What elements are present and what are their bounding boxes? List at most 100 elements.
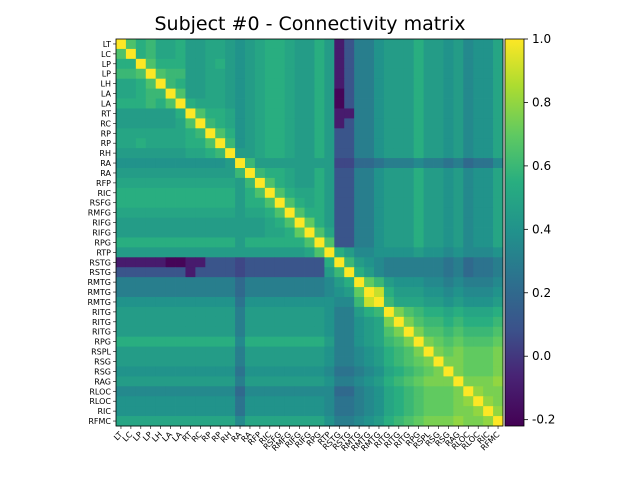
matrix-cell bbox=[433, 217, 444, 228]
matrix-cell bbox=[274, 118, 286, 129]
matrix-cell bbox=[374, 237, 385, 248]
matrix-cell bbox=[116, 88, 127, 99]
matrix-cell bbox=[155, 306, 167, 318]
matrix-cell bbox=[294, 138, 305, 149]
matrix-cell bbox=[374, 416, 385, 427]
matrix-cell bbox=[413, 217, 425, 228]
matrix-cell bbox=[135, 108, 147, 119]
matrix-cell bbox=[413, 267, 425, 278]
matrix-cell bbox=[165, 128, 176, 139]
matrix-cell bbox=[413, 277, 425, 288]
matrix-cell bbox=[294, 386, 305, 397]
matrix-cell bbox=[155, 237, 167, 248]
matrix-cell bbox=[254, 297, 266, 308]
matrix-cell bbox=[165, 148, 176, 159]
matrix-cell bbox=[473, 68, 484, 80]
matrix-cell bbox=[493, 118, 504, 129]
matrix-cell bbox=[423, 416, 434, 427]
matrix-cell bbox=[264, 108, 276, 119]
matrix-cell bbox=[175, 148, 186, 159]
matrix-cell bbox=[314, 207, 325, 219]
matrix-cell bbox=[116, 346, 127, 357]
matrix-cell bbox=[195, 316, 206, 328]
matrix-cell bbox=[145, 207, 157, 219]
matrix-cell bbox=[473, 406, 484, 417]
matrix-cell bbox=[393, 168, 405, 179]
matrix-cell bbox=[145, 197, 157, 209]
matrix-cell bbox=[423, 356, 434, 367]
matrix-cell bbox=[364, 227, 375, 238]
matrix-cell bbox=[423, 98, 434, 109]
matrix-cell bbox=[264, 396, 276, 407]
matrix-cell bbox=[116, 257, 127, 268]
matrix-cell bbox=[235, 88, 246, 99]
matrix-cell bbox=[294, 376, 305, 387]
matrix-cell bbox=[374, 148, 385, 159]
matrix-cell bbox=[125, 356, 137, 367]
matrix-cell bbox=[493, 48, 504, 60]
colorbar-tick-label: -0.2 bbox=[532, 413, 555, 427]
matrix-cell bbox=[165, 376, 176, 387]
matrix-cell bbox=[423, 336, 434, 348]
matrix-cell bbox=[245, 406, 256, 417]
matrix-cell bbox=[383, 277, 395, 288]
matrix-cell bbox=[294, 68, 305, 80]
matrix-cell bbox=[463, 237, 474, 248]
matrix-cell bbox=[473, 267, 484, 278]
matrix-cell bbox=[463, 376, 474, 387]
matrix-cell bbox=[393, 386, 405, 397]
matrix-cell bbox=[344, 58, 355, 70]
matrix-cell bbox=[443, 316, 454, 328]
matrix-cell bbox=[195, 326, 206, 338]
matrix-cell bbox=[433, 48, 444, 60]
matrix-cell bbox=[264, 217, 276, 228]
y-tick-label: RSTG bbox=[89, 268, 111, 277]
matrix-cell bbox=[175, 58, 186, 70]
matrix-cell bbox=[354, 197, 365, 209]
matrix-cell bbox=[334, 306, 345, 318]
matrix-cell bbox=[413, 197, 425, 209]
matrix-cell bbox=[185, 396, 196, 407]
matrix-cell bbox=[314, 187, 325, 199]
matrix-cell bbox=[145, 88, 157, 99]
matrix-cell bbox=[175, 406, 186, 417]
matrix-cell bbox=[225, 247, 236, 258]
matrix-cell bbox=[155, 376, 167, 387]
matrix-cell bbox=[423, 316, 434, 328]
matrix-cell bbox=[324, 287, 335, 298]
matrix-cell bbox=[463, 148, 474, 159]
matrix-cell bbox=[294, 158, 305, 169]
matrix-cell bbox=[374, 346, 385, 357]
matrix-cell bbox=[334, 297, 345, 308]
matrix-cell bbox=[185, 187, 196, 199]
matrix-cell bbox=[433, 128, 444, 139]
matrix-cell bbox=[125, 336, 137, 348]
matrix-cell bbox=[245, 88, 256, 99]
matrix-cell bbox=[225, 138, 236, 149]
matrix-cell bbox=[195, 287, 206, 298]
matrix-cell bbox=[185, 98, 196, 109]
matrix-cell bbox=[344, 366, 355, 377]
matrix-cell bbox=[374, 326, 385, 338]
matrix-cell bbox=[264, 148, 276, 159]
matrix-cell bbox=[165, 48, 176, 60]
matrix-cell bbox=[324, 177, 335, 189]
matrix-cell bbox=[155, 39, 167, 50]
matrix-cell bbox=[383, 316, 395, 328]
matrix-cell bbox=[453, 297, 464, 308]
matrix-cell bbox=[145, 98, 157, 109]
matrix-cell bbox=[185, 108, 196, 119]
matrix-cell bbox=[453, 277, 464, 288]
matrix-cell bbox=[175, 217, 186, 228]
matrix-cell bbox=[403, 187, 415, 199]
matrix-cell bbox=[403, 48, 415, 60]
matrix-cell bbox=[334, 287, 345, 298]
matrix-cell bbox=[453, 227, 464, 238]
matrix-cell bbox=[125, 128, 137, 139]
matrix-cell bbox=[215, 346, 226, 357]
matrix-cell bbox=[294, 48, 305, 60]
matrix-cell bbox=[215, 247, 226, 258]
matrix-cell bbox=[145, 227, 157, 238]
matrix-cell bbox=[443, 247, 454, 258]
matrix-cell bbox=[264, 158, 276, 169]
